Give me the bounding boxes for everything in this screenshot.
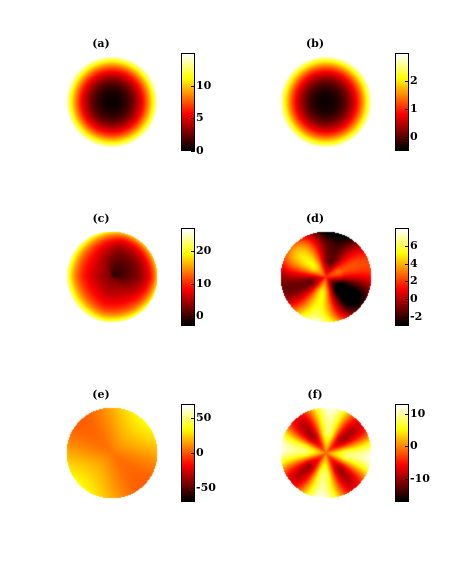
colorbar-tick-label: 6 — [410, 238, 418, 252]
colorbar-tick-label: -10 — [410, 472, 430, 486]
colorbar-tick-mark — [405, 245, 409, 247]
panel-title-c: (c) — [92, 212, 110, 225]
colorbar-tick-label: 0 — [410, 130, 418, 143]
colorbar-b — [395, 53, 409, 151]
colorbar-tick-label: 1 — [410, 102, 418, 115]
colorbar-tick-mark — [405, 446, 409, 448]
heatmap-disk-c — [66, 231, 158, 323]
colorbar-tick-label: 10 — [196, 276, 212, 290]
colorbar-tick-mark — [191, 283, 195, 285]
colorbar-tick-label: 10 — [410, 406, 426, 420]
colorbar-tick-label: 0 — [196, 309, 204, 323]
colorbar-tick-label: 50 — [196, 411, 212, 424]
panel-c: (c) 0 10 20 — [46, 212, 246, 362]
colorbar-tick-mark — [191, 488, 195, 489]
colorbar-tick-mark — [405, 281, 409, 283]
colorbar-tick-mark — [405, 81, 409, 82]
panel-a: (a) 0 5 10 — [46, 37, 246, 187]
panel-d: (d) -2 0 2 4 6 — [260, 212, 460, 362]
colorbar-tick-label: 0 — [196, 446, 204, 459]
panel-title-b: (b) — [305, 37, 325, 50]
heatmap-disk-e — [66, 407, 158, 499]
colorbar-tick-mark — [191, 85, 195, 87]
colorbar-tick-label: 10 — [196, 78, 212, 92]
colorbar-tick-label: -2 — [410, 310, 423, 324]
panel-title-a: (a) — [92, 37, 110, 50]
panel-b: (b) 0 1 2 — [260, 37, 460, 187]
colorbar-d — [395, 228, 409, 326]
colorbar-tick-mark — [405, 299, 409, 301]
colorbar-tick-mark — [191, 418, 195, 419]
colorbar-tick-mark — [405, 263, 409, 265]
colorbar-tick-label: 4 — [410, 256, 418, 270]
colorbar-tick-mark — [405, 317, 409, 319]
colorbar-tick-label: 2 — [410, 274, 418, 288]
colorbar-tick-mark — [405, 413, 409, 415]
colorbar-c — [181, 228, 195, 326]
colorbar-f — [395, 404, 409, 502]
colorbar-tick-label: 5 — [196, 111, 204, 125]
colorbar-tick-label: 0 — [196, 144, 204, 157]
colorbar-tick-mark — [191, 316, 195, 318]
colorbar-tick-mark — [191, 250, 195, 252]
colorbar-tick-mark — [405, 479, 409, 481]
colorbar-tick-mark — [405, 137, 409, 138]
colorbar-tick-label: 0 — [410, 292, 418, 306]
colorbar-tick-label: -50 — [196, 481, 216, 494]
heatmap-disk-f — [280, 407, 372, 499]
colorbar-tick-label: 0 — [410, 439, 418, 453]
colorbar-tick-mark — [405, 109, 409, 110]
colorbar-a — [181, 53, 195, 151]
heatmap-disk-d — [280, 231, 372, 323]
colorbar-tick-mark — [191, 151, 195, 152]
panel-e: (e) -50 0 50 — [46, 388, 246, 538]
panel-title-e: (e) — [92, 388, 110, 401]
heatmap-disk-b — [280, 56, 372, 148]
heatmap-disk-a — [66, 56, 158, 148]
colorbar-tick-label: 2 — [410, 74, 418, 87]
panel-f: (f) -10 0 10 — [260, 388, 460, 538]
colorbar-tick-label: 20 — [196, 243, 212, 257]
panel-title-f: (f) — [307, 388, 323, 401]
colorbar-tick-mark — [191, 118, 195, 120]
colorbar-tick-mark — [191, 453, 195, 454]
panel-title-d: (d) — [305, 212, 325, 225]
